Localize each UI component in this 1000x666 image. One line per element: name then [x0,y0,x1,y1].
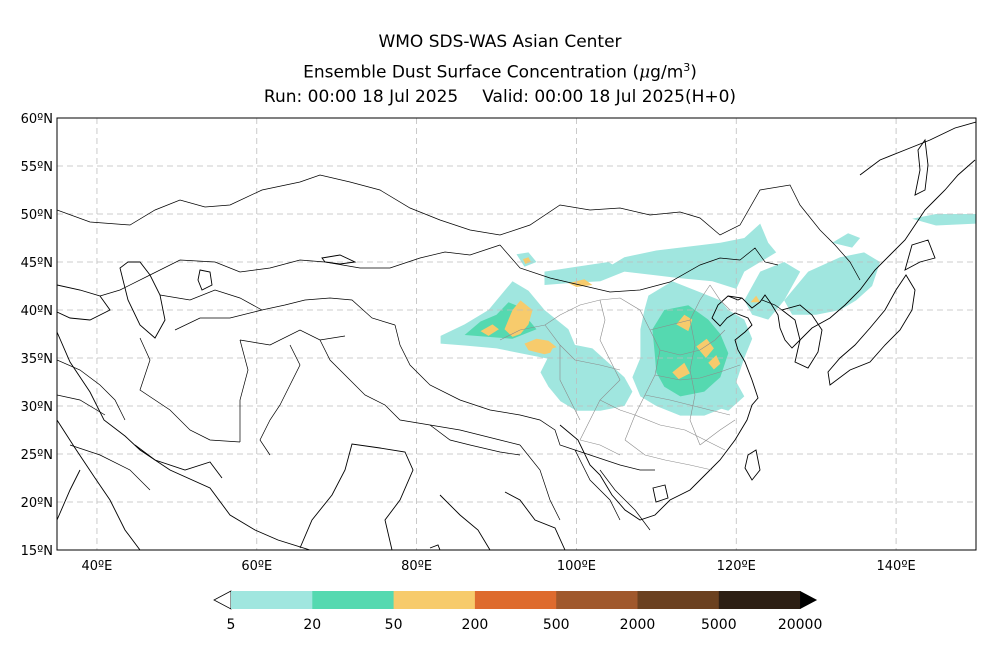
lat-tick-label: 50ºN [21,208,53,223]
coastline-gulf [134,444,223,479]
title-unit-sup: 3 [683,61,691,74]
dust-region-level-3 [504,300,533,337]
lat-tick-label: 45ºN [21,256,53,271]
colorbar-segment [474,591,557,609]
coastline-korea [781,304,823,369]
colorbar-label: 20 [303,617,321,633]
lat-tick-label: 40ºN [21,304,53,319]
border-india-nepal [429,424,521,456]
title-paren-close: ) [690,62,697,83]
lat-tick-label: 25ºN [21,448,53,463]
lon-tick-label: 120ºE [717,559,756,574]
border-iran-afghanistan-pakistan [139,337,521,456]
colorbar: 5 20 50 200 500 2000 5000 20000 [213,590,823,633]
title-unit-mu: μ [639,62,651,83]
colorbar-segment [393,591,476,609]
dust-region-level-3 [676,314,693,332]
colorbar-label: 50 [385,617,403,633]
dust-layer [440,214,976,416]
border-central-asia [159,289,396,346]
border-southeast-asia [519,444,651,531]
title-line-1: WMO SDS-WAS Asian Center [378,32,622,52]
colorbar-segment [718,591,801,609]
lon-tick-label: 40ºE [82,559,113,574]
dust-region-level-1 [544,262,625,285]
colorbar-segment [231,591,313,609]
border-china-mongolia [499,244,779,293]
dust-region-level-1 [540,343,633,411]
title-variable: Ensemble Dust Surface Concentration ( [303,62,640,83]
colorbar-segment [556,591,638,609]
colorbar-segment [312,591,395,609]
colorbar-label: 200 [462,617,489,633]
lat-tick-label: 55ºN [21,160,53,175]
colorbar-under-arrow [213,590,232,610]
coastline-caspian [119,261,166,339]
title-unit: g/m [650,62,684,83]
lat-tick-label: 35ºN [21,352,53,367]
coastline-taiwan [744,449,761,481]
lat-tick-label: 20ºN [21,496,53,511]
lon-tick-label: 60ºE [241,559,272,574]
dust-region-level-3 [672,362,690,380]
coastline-black-sea [57,284,111,321]
border-kazakhstan-south [99,244,501,297]
longitude-labels: 40ºE 60ºE 80ºE 100ºE 120ºE 140ºE [82,559,916,574]
dust-region-level-1 [784,252,881,315]
colorbar-label: 20000 [778,617,823,633]
coastline-hainan [652,484,669,503]
coastline-okhotsk [859,121,976,176]
colorbar-segment [637,591,720,609]
colorbar-over-arrow [800,591,818,609]
dust-region-level-3 [524,338,561,355]
dust-region-level-1 [744,262,801,320]
lat-tick-label: 15ºN [21,544,53,559]
border-china-southwest [394,324,655,471]
coastline-sakhalin [914,138,929,196]
lat-tick-label: 60ºN [21,112,53,127]
border-china-korea [761,299,783,311]
border-middle-east [57,359,151,491]
lon-tick-label: 140ºE [877,559,916,574]
dust-region-level-2 [652,305,729,397]
dust-region-level-3 [750,295,761,303]
valid-time: Valid: 00:00 18 Jul 2025(H+0) [482,87,737,107]
border-russia-kazakhstan-mongolia [57,174,861,281]
latitude-labels: 60ºN 55ºN 50ºN 45ºN 40ºN 35ºN 30ºN 25ºN 20ºN 15ºN [21,112,53,559]
country-borders [57,174,861,531]
dust-region-level-3 [568,279,593,287]
lat-tick-label: 30ºN [21,400,53,415]
lon-tick-label: 100ºE [557,559,596,574]
coastline-balkhash [321,254,357,265]
coastline-sri-lanka [429,544,441,550]
coastline-aral [197,269,213,291]
province-borders [499,284,741,471]
coastline-arabia [57,419,141,550]
colorbar-label: 2000 [620,617,656,633]
map-frame [56,117,977,551]
dust-region-level-1 [912,214,976,226]
dust-region-level-3 [708,355,721,370]
coastline-bohai [727,295,743,301]
dust-region-level-3 [480,324,499,336]
colorbar-label: 5000 [701,617,737,633]
province-lines [499,284,741,471]
run-time: Run: 00:00 18 Jul 2025 [263,87,459,107]
lon-tick-label: 80ºE [401,559,432,574]
dust-region-level-1 [832,233,861,248]
colorbar-label: 5 [227,617,236,633]
colorbar-label: 500 [543,617,570,633]
title-line-2: Ensemble Dust Surface Concentration (μg/… [0,58,1000,83]
dust-region-level-1 [600,223,777,289]
title-line-3: Run: 00:00 18 Jul 2025 Valid: 00:00 18 Ju… [0,87,1000,107]
coastlines [57,121,976,550]
coastline-japan [827,239,936,386]
